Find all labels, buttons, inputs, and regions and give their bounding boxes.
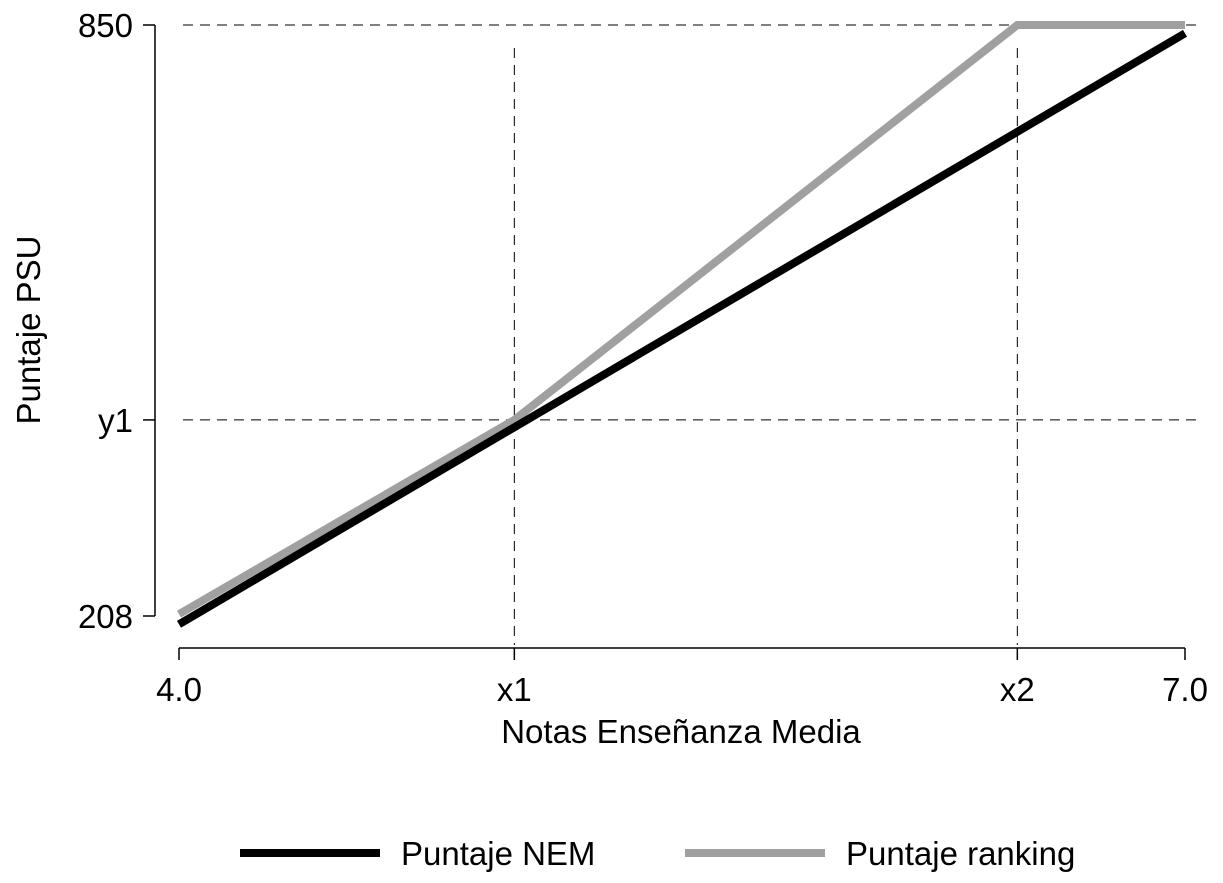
x-tick-label: 7.0 [1162,671,1208,708]
legend-label: Puntaje ranking [846,835,1075,872]
y-tick-label: y1 [98,402,133,439]
x-tick-label: x2 [1000,671,1035,708]
y-tick-label: 208 [78,598,133,635]
y-axis-title: Puntaje PSU [10,236,47,425]
x-axis-title: Notas Enseñanza Media [501,713,861,750]
series-line [176,29,1188,628]
x-tick-label: 4.0 [156,671,202,708]
series-line [176,21,1185,618]
x-tick-label: x1 [497,671,532,708]
legend-label: Puntaje NEM [401,835,595,872]
y-tick-label: 850 [78,7,133,44]
